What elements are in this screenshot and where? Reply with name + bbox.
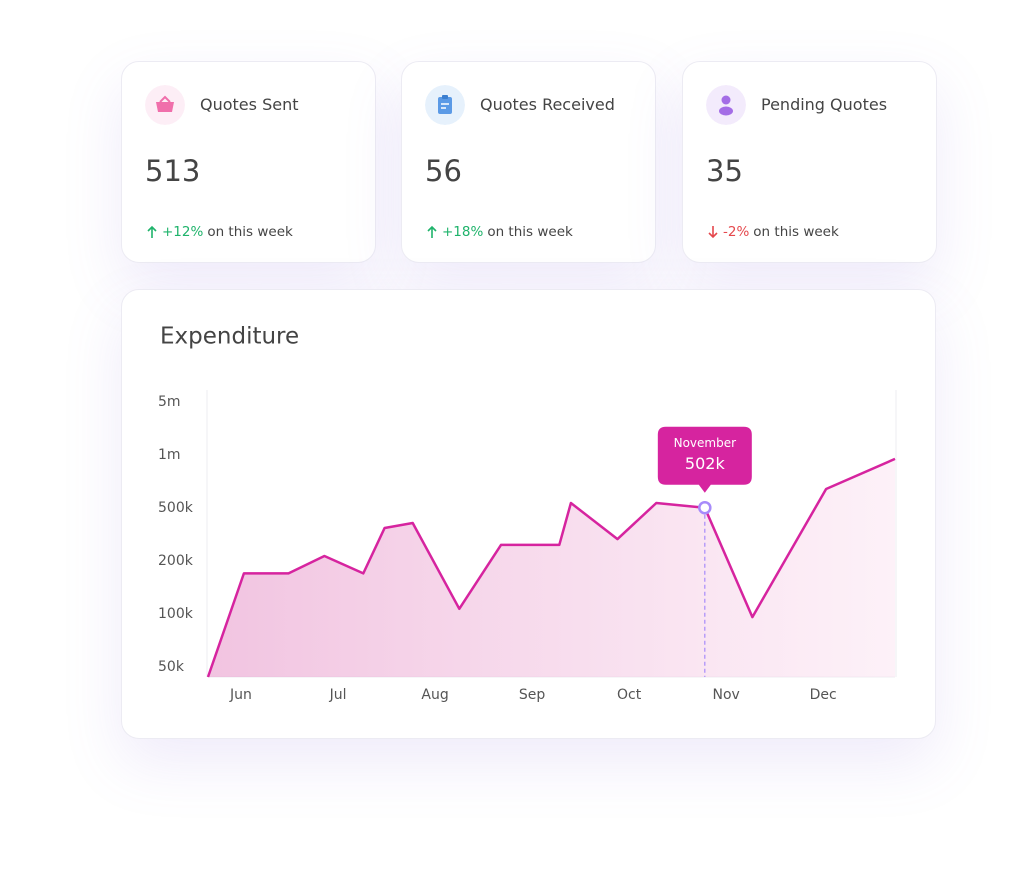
y-tick-label: 500k <box>158 500 194 516</box>
y-tick-label: 1m <box>158 447 181 463</box>
card-change-note: on this week <box>753 224 839 240</box>
y-tick-label: 5m <box>158 394 181 410</box>
line <box>206 457 896 678</box>
card-change-row: +12% on this week <box>146 224 293 240</box>
area-fill <box>208 458 895 677</box>
kpi-card: Pending Quotes 35 -2% on this week <box>682 61 937 263</box>
x-tick-label: Sep <box>519 687 546 703</box>
y-tick-label: 200k <box>158 553 194 569</box>
card-title: Pending Quotes <box>761 95 888 114</box>
arrow-down <box>708 226 718 239</box>
kpi-card: Quotes Sent 513 +12% on this week <box>121 61 376 263</box>
y-tick-label: 50k <box>158 659 185 675</box>
icon <box>425 85 465 125</box>
icon <box>145 85 185 125</box>
arrow-up <box>427 225 437 238</box>
x-tick-label: Aug <box>421 687 448 703</box>
card-title: Quotes Received <box>480 95 615 114</box>
card-change-note: on this week <box>207 224 293 240</box>
x-tick-label: Nov <box>712 687 739 703</box>
y-tick-label: 100k <box>158 606 194 622</box>
kpi-card: Quotes Received 56 +18% on this week <box>401 61 656 263</box>
chart-title: Expenditure <box>160 324 299 350</box>
card-change: -2% <box>723 224 750 240</box>
tooltip-value: 502k <box>685 454 726 473</box>
card-value: 35 <box>706 154 743 188</box>
tooltip-title: November <box>674 436 736 450</box>
card-change-row: -2% on this week <box>707 224 839 240</box>
x-tick-label: Jul <box>329 687 347 703</box>
card-change-row: +18% on this week <box>426 224 573 240</box>
card-change: +18% <box>442 224 484 240</box>
card-change-note: on this week <box>487 224 573 240</box>
card-change: +12% <box>162 224 204 240</box>
card-value: 513 <box>145 154 201 188</box>
x-tick-label: Dec <box>810 687 837 703</box>
arrow-up <box>147 225 157 238</box>
card-title: Quotes Sent <box>200 95 299 114</box>
card-value: 56 <box>425 154 462 188</box>
x-tick-label: Jun <box>229 687 252 703</box>
tooltip-marker <box>698 500 712 515</box>
x-tick-label: Oct <box>617 687 642 703</box>
tooltip-box <box>657 426 752 493</box>
icon <box>706 85 746 125</box>
